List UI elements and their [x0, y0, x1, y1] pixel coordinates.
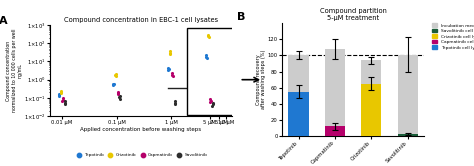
Point: [110, 82, 118, 85]
Point: [225, 94, 232, 97]
Point: [210, 101, 217, 104]
Point: [61, 100, 69, 103]
Point: [213, 97, 220, 99]
Point: [203, 57, 211, 60]
Point: [205, 36, 212, 39]
Point: [219, 94, 227, 97]
Point: [219, 96, 227, 98]
Point: [55, 94, 63, 97]
Bar: [289, 92, 309, 136]
Point: [221, 34, 229, 37]
Y-axis label: Compound recovery
after washing steps (%): Compound recovery after washing steps (%…: [255, 50, 266, 109]
Point: [59, 97, 67, 99]
Point: [225, 92, 232, 95]
Point: [168, 72, 176, 75]
Point: [219, 93, 227, 96]
Point: [164, 66, 172, 69]
Point: [206, 101, 214, 103]
Point: [216, 88, 224, 91]
Point: [61, 103, 69, 106]
Text: B: B: [237, 12, 245, 22]
Point: [171, 103, 179, 106]
Point: [221, 35, 228, 38]
Bar: [361, 84, 382, 136]
Title: Compound partition
5-μM treatment: Compound partition 5-μM treatment: [319, 8, 387, 21]
Point: [111, 74, 119, 77]
Point: [168, 73, 176, 76]
Point: [216, 90, 224, 93]
Y-axis label: Compound concentration
normalized to 10 000 cells per well
ng/mL: Compound concentration normalized to 10 …: [6, 29, 23, 112]
Point: [112, 73, 119, 76]
Point: [169, 75, 176, 77]
Point: [209, 103, 217, 106]
Point: [216, 91, 224, 94]
Bar: [398, 134, 418, 136]
Bar: [398, 55, 418, 134]
Point: [219, 93, 226, 96]
Point: [165, 67, 173, 70]
Point: [166, 53, 174, 55]
Title: Compound concentration in EBC-1 cell lysates: Compound concentration in EBC-1 cell lys…: [64, 17, 218, 23]
Point: [61, 101, 69, 104]
Legend: Tepotinib, Crizotinib, Capmatinib, Savolitinib: Tepotinib, Crizotinib, Capmatinib, Savol…: [73, 151, 209, 159]
Bar: [289, 55, 309, 92]
Point: [114, 91, 122, 94]
Point: [59, 98, 66, 101]
Point: [116, 94, 123, 97]
Point: [219, 94, 227, 97]
Point: [215, 35, 222, 37]
Point: [223, 90, 230, 93]
Point: [223, 87, 230, 90]
Bar: [325, 126, 345, 136]
Point: [213, 94, 220, 97]
Point: [209, 104, 216, 107]
Text: A: A: [0, 16, 7, 26]
Point: [212, 95, 219, 98]
Point: [164, 68, 172, 71]
Bar: [187, 28, 233, 115]
Point: [114, 90, 122, 93]
Point: [225, 95, 233, 98]
Point: [57, 92, 65, 95]
Point: [214, 33, 222, 36]
Bar: [361, 60, 382, 84]
Point: [171, 101, 179, 104]
Point: [109, 84, 117, 86]
Legend: Incubation media, Savolitinib cell lysate, Crizotinib cell lysate, Capmatinib ce: Incubation media, Savolitinib cell lysat…: [432, 23, 474, 49]
Point: [57, 90, 64, 92]
Point: [57, 91, 64, 93]
Bar: [325, 49, 345, 126]
Point: [203, 54, 210, 56]
Point: [202, 55, 210, 58]
Point: [59, 99, 66, 102]
Point: [224, 89, 231, 91]
Point: [114, 93, 122, 96]
Point: [218, 96, 226, 98]
Point: [112, 75, 119, 78]
Point: [55, 93, 63, 96]
Point: [214, 36, 222, 38]
Point: [109, 83, 117, 86]
Point: [221, 33, 229, 36]
Point: [207, 99, 215, 102]
Point: [116, 96, 123, 98]
Point: [116, 97, 124, 100]
X-axis label: Applied concentration before washing steps: Applied concentration before washing ste…: [81, 127, 201, 132]
Point: [166, 50, 174, 53]
Point: [205, 35, 212, 38]
Point: [171, 100, 178, 103]
Point: [206, 97, 214, 100]
Point: [166, 51, 174, 54]
Point: [205, 34, 212, 36]
Point: [55, 92, 63, 95]
